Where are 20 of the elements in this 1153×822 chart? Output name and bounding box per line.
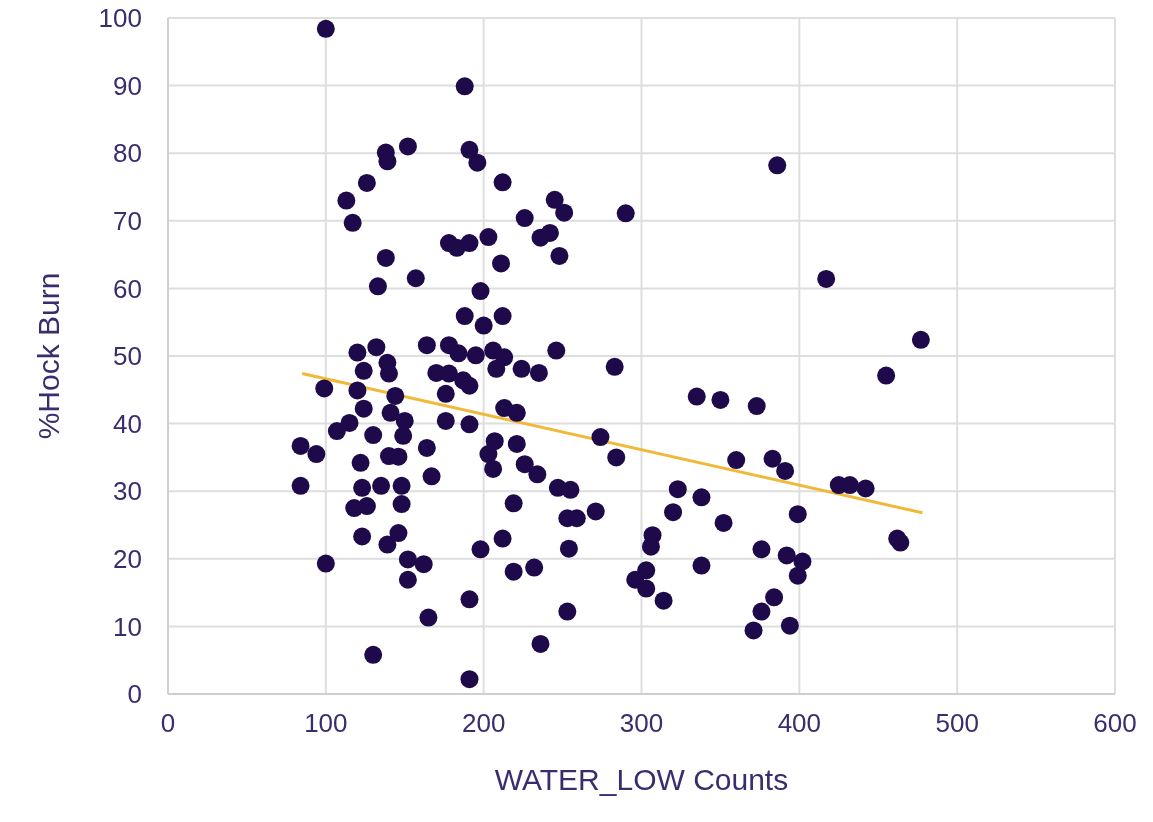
x-tick-label: 600 (1093, 708, 1137, 739)
y-tick-label: 50 (113, 341, 142, 372)
y-tick-label: 80 (113, 138, 142, 169)
y-axis-title: %Hock Burn (31, 272, 65, 440)
y-tick-label: 70 (113, 206, 142, 237)
y-tick-label: 60 (113, 273, 142, 304)
y-tick-label: 10 (113, 611, 142, 642)
y-tick-label: 20 (113, 544, 142, 575)
x-axis-title: WATER_LOW Counts (494, 763, 789, 796)
x-tick-label: 300 (619, 708, 664, 739)
y-tick-label: 0 (127, 679, 142, 710)
y-tick-label: 30 (113, 476, 142, 507)
x-tick-label: 200 (461, 708, 506, 739)
x-tick-label: 500 (935, 708, 979, 739)
x-tick-label: 100 (304, 708, 348, 739)
x-tick-label: 0 (160, 708, 176, 739)
y-tick-label: 100 (98, 3, 142, 34)
y-tick-label: 40 (113, 408, 142, 439)
x-tick-label: 400 (777, 708, 822, 739)
y-tick-label: 90 (113, 70, 142, 101)
